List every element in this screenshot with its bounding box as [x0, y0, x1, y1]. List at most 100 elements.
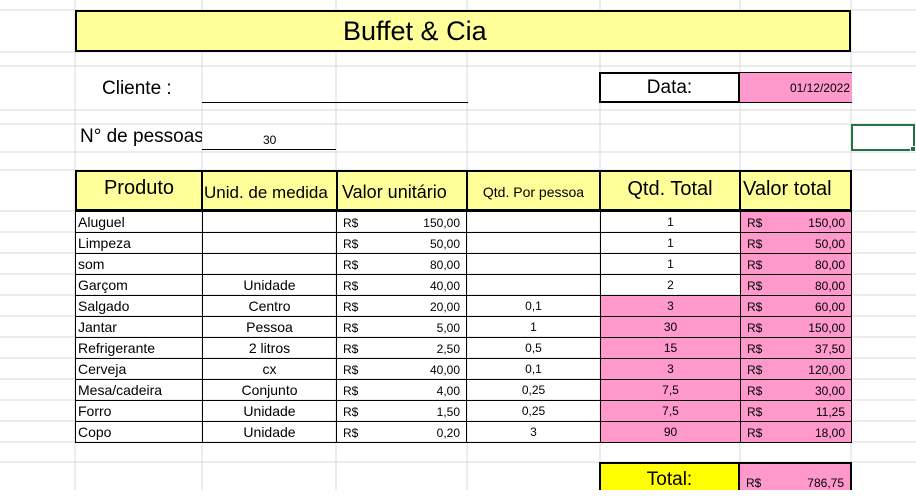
cell-valor-unitario[interactable]: R$ 5,00	[336, 316, 467, 338]
amount: 20,00	[429, 300, 460, 314]
cell-valor-total[interactable]: R$ 37,50	[740, 337, 852, 359]
date-label: Data:	[599, 72, 740, 103]
cell-unidade[interactable]: Pessoa	[202, 316, 337, 338]
amount: 0,20	[436, 426, 460, 440]
fill-handle[interactable]	[910, 146, 916, 152]
cell-valor-unitario[interactable]: R$ 40,00	[336, 358, 467, 380]
total-currency: R$	[746, 476, 762, 490]
cell-qtd-por-pessoa[interactable]	[466, 211, 601, 233]
cell-valor-unitario[interactable]: R$ 4,00	[336, 379, 467, 401]
cell-valor-unitario[interactable]: R$ 1,50	[336, 400, 467, 422]
cell-qtd-total[interactable]: 30	[600, 316, 741, 338]
cell-valor-unitario[interactable]: R$ 0,20	[336, 421, 467, 443]
cell-valor-total[interactable]: R$ 18,00	[740, 421, 852, 443]
cell-valor-unitario[interactable]: R$ 20,00	[336, 295, 467, 317]
amount: 60,00	[814, 300, 845, 314]
cell-valor-total[interactable]: R$ 30,00	[740, 379, 852, 401]
page-title: Buffet & Cia	[75, 10, 851, 52]
cell-qtd-por-pessoa[interactable]: 0,5	[466, 337, 601, 359]
cell-unidade[interactable]	[202, 232, 337, 254]
cell-produto[interactable]: som	[75, 253, 203, 275]
cell-produto[interactable]: Garçom	[75, 274, 203, 296]
cell-qtd-total[interactable]: 2	[600, 274, 741, 296]
cell-produto[interactable]: Mesa/cadeira	[75, 379, 203, 401]
currency-symbol: R$	[747, 405, 763, 419]
currency-symbol: R$	[747, 279, 763, 293]
cell-valor-unitario[interactable]: R$ 80,00	[336, 253, 467, 275]
client-field[interactable]	[202, 80, 468, 103]
cell-qtd-por-pessoa[interactable]: 3	[466, 421, 601, 443]
amount: 120,00	[808, 363, 845, 377]
cell-qtd-total[interactable]: 7,5	[600, 379, 741, 401]
cell-produto[interactable]: Salgado	[75, 295, 203, 317]
amount: 80,00	[429, 258, 460, 272]
cell-qtd-total[interactable]: 7,5	[600, 400, 741, 422]
cell-valor-total[interactable]: R$ 80,00	[740, 274, 852, 296]
cell-unidade[interactable]: Centro	[202, 295, 337, 317]
cell-unidade[interactable]: Unidade	[202, 400, 337, 422]
cell-produto[interactable]: Jantar	[75, 316, 203, 338]
cell-qtd-total[interactable]: 3	[600, 295, 741, 317]
amount: 4,00	[436, 384, 460, 398]
cell-qtd-total[interactable]: 3	[600, 358, 741, 380]
cell-unidade[interactable]: 2 litros	[202, 337, 337, 359]
cell-qtd-por-pessoa[interactable]	[466, 253, 601, 275]
cell-valor-unitario[interactable]: R$ 2,50	[336, 337, 467, 359]
currency-symbol: R$	[343, 426, 359, 440]
cell-valor-unitario[interactable]: R$ 40,00	[336, 274, 467, 296]
currency-symbol: R$	[343, 216, 359, 230]
amount: 150,00	[808, 321, 845, 335]
cell-qtd-total[interactable]: 90	[600, 421, 741, 443]
cell-unidade[interactable]: Unidade	[202, 421, 337, 443]
amount: 11,25	[815, 405, 845, 419]
currency-symbol: R$	[747, 300, 763, 314]
total-value-cell[interactable]: R$ 786,75	[740, 462, 852, 490]
cell-qtd-total[interactable]: 1	[600, 211, 741, 233]
cell-valor-total[interactable]: R$ 120,00	[740, 358, 852, 380]
col-header-produto: Produto	[75, 170, 203, 211]
cell-qtd-total[interactable]: 15	[600, 337, 741, 359]
cell-valor-unitario[interactable]: R$ 50,00	[336, 232, 467, 254]
amount: 50,00	[429, 237, 460, 251]
cell-qtd-por-pessoa[interactable]: 0,25	[466, 379, 601, 401]
cell-qtd-por-pessoa[interactable]	[466, 232, 601, 254]
amount: 80,00	[814, 258, 845, 272]
cell-produto[interactable]: Limpeza	[75, 232, 203, 254]
cell-qtd-por-pessoa[interactable]: 1	[466, 316, 601, 338]
cell-produto[interactable]: Copo	[75, 421, 203, 443]
currency-symbol: R$	[343, 342, 359, 356]
cell-unidade[interactable]: Unidade	[202, 274, 337, 296]
amount: 150,00	[808, 216, 845, 230]
cell-unidade[interactable]: Conjunto	[202, 379, 337, 401]
total-value: 786,75	[807, 476, 844, 490]
currency-symbol: R$	[343, 237, 359, 251]
cell-qtd-por-pessoa[interactable]: 0,1	[466, 358, 601, 380]
cell-valor-total[interactable]: R$ 80,00	[740, 253, 852, 275]
cell-valor-unitario[interactable]: R$ 150,00	[336, 211, 467, 233]
cell-produto[interactable]: Refrigerante	[75, 337, 203, 359]
cell-unidade[interactable]	[202, 211, 337, 233]
cell-unidade[interactable]: cx	[202, 358, 337, 380]
cell-qtd-total[interactable]: 1	[600, 232, 741, 254]
people-field[interactable]: 30	[202, 128, 336, 150]
currency-symbol: R$	[747, 237, 763, 251]
cell-valor-total[interactable]: R$ 11,25	[740, 400, 852, 422]
cell-produto[interactable]: Forro	[75, 400, 203, 422]
client-label: Cliente :	[102, 78, 172, 99]
selected-cell[interactable]	[851, 124, 915, 151]
cell-produto[interactable]: Cerveja	[75, 358, 203, 380]
amount: 1,50	[436, 405, 460, 419]
cell-qtd-total[interactable]: 1	[600, 253, 741, 275]
col-header-valor-total: Valor total	[739, 170, 852, 211]
cell-valor-total[interactable]: R$ 50,00	[740, 232, 852, 254]
cell-valor-total[interactable]: R$ 150,00	[740, 211, 852, 233]
cell-qtd-por-pessoa[interactable]: 0,25	[466, 400, 601, 422]
cell-valor-total[interactable]: R$ 150,00	[740, 316, 852, 338]
cell-unidade[interactable]	[202, 253, 337, 275]
cell-qtd-por-pessoa[interactable]: 0,1	[466, 295, 601, 317]
cell-produto[interactable]: Aluguel	[75, 211, 203, 233]
date-field[interactable]: 01/12/2022	[740, 72, 852, 103]
cell-qtd-por-pessoa[interactable]	[466, 274, 601, 296]
cell-valor-total[interactable]: R$ 60,00	[740, 295, 852, 317]
currency-symbol: R$	[747, 321, 763, 335]
